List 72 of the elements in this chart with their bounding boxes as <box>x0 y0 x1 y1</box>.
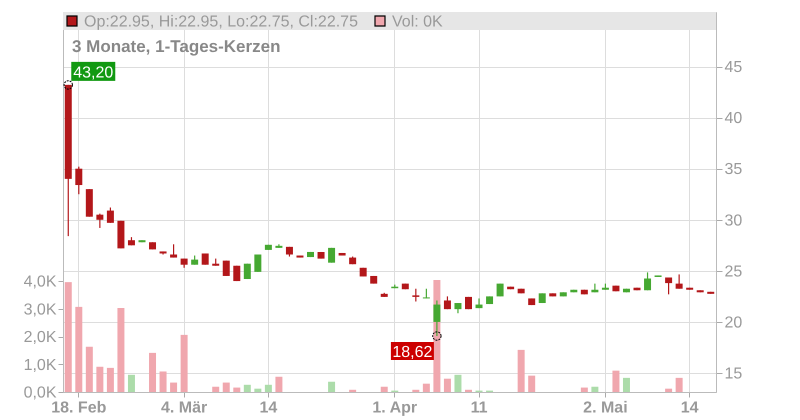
bar <box>64 282 72 392</box>
candlestick <box>233 265 240 282</box>
y2-tick-label: 3,0K <box>24 301 57 318</box>
bar <box>160 371 167 392</box>
x-tick-label: 2. Mai <box>583 400 628 416</box>
bar <box>233 388 240 392</box>
legend-label: Vol: 0K <box>392 14 444 30</box>
candlestick <box>222 260 230 277</box>
candlestick <box>422 288 430 300</box>
bar <box>380 386 388 392</box>
bar <box>106 368 114 392</box>
bar <box>212 386 220 392</box>
bar <box>580 388 588 392</box>
bar <box>180 334 188 392</box>
bar <box>444 378 451 392</box>
bar <box>264 384 272 392</box>
x-tick-label: 4. Mär <box>160 400 208 416</box>
y-tick-label: 20 <box>724 314 742 332</box>
x-tick-label: 14 <box>680 400 699 416</box>
bar <box>128 374 135 392</box>
candlestick <box>75 166 82 195</box>
candlestick <box>496 283 504 297</box>
legend-label: Op:22.95, Hi:22.95, Lo:22.75, Cl:22.75 <box>84 14 358 30</box>
bar <box>96 366 104 392</box>
bar <box>75 306 82 392</box>
bar <box>454 374 462 392</box>
x-tick-label: 11 <box>470 400 488 416</box>
bar <box>275 376 282 392</box>
bar <box>518 350 525 392</box>
candlestick <box>665 276 672 295</box>
y2-tick-label: 0,0K <box>24 384 57 402</box>
bar <box>328 382 336 392</box>
candlestick <box>676 274 683 290</box>
bar <box>591 386 598 392</box>
bar <box>665 388 672 392</box>
annotation: 43,20 <box>73 64 114 82</box>
bar <box>149 352 156 392</box>
x-tick-label: 1. Apr <box>372 400 418 416</box>
candlestick <box>644 272 652 291</box>
x-tick-label: 18. Feb <box>51 400 107 416</box>
candlestick <box>180 258 188 268</box>
x-tick-label: 14 <box>259 400 278 416</box>
bar <box>170 382 178 392</box>
y-tick-label: 45 <box>724 59 742 76</box>
text: 3 Monate, 1-Tages-Kerzen <box>72 37 280 56</box>
y-tick-label: 15 <box>724 366 742 382</box>
bar <box>422 384 430 392</box>
y-tick-label: 35 <box>724 161 742 178</box>
y2-tick-label: 2,0K <box>24 329 57 346</box>
candlestick <box>254 254 262 272</box>
bar <box>244 384 251 392</box>
y-tick-label: 25 <box>724 263 742 280</box>
bar <box>612 370 620 392</box>
annotation: 18,62 <box>392 344 433 362</box>
bar <box>86 346 93 392</box>
bar <box>676 378 683 392</box>
y2-tick-label: 1,0K <box>24 356 57 374</box>
candlestick <box>454 302 462 314</box>
bar <box>117 308 124 392</box>
y-tick-label: 30 <box>724 212 742 230</box>
candlestick <box>444 296 451 310</box>
y-tick-label: 40 <box>724 110 742 128</box>
candlestick <box>96 213 104 229</box>
candlestick <box>170 244 178 258</box>
bar <box>528 376 536 392</box>
candlestick <box>412 288 420 302</box>
bar <box>622 378 630 392</box>
bar <box>222 382 230 392</box>
candlestick <box>106 206 114 224</box>
y2-tick-label: 4,0K <box>24 274 57 291</box>
bar <box>254 388 262 392</box>
candlestick <box>244 263 251 280</box>
